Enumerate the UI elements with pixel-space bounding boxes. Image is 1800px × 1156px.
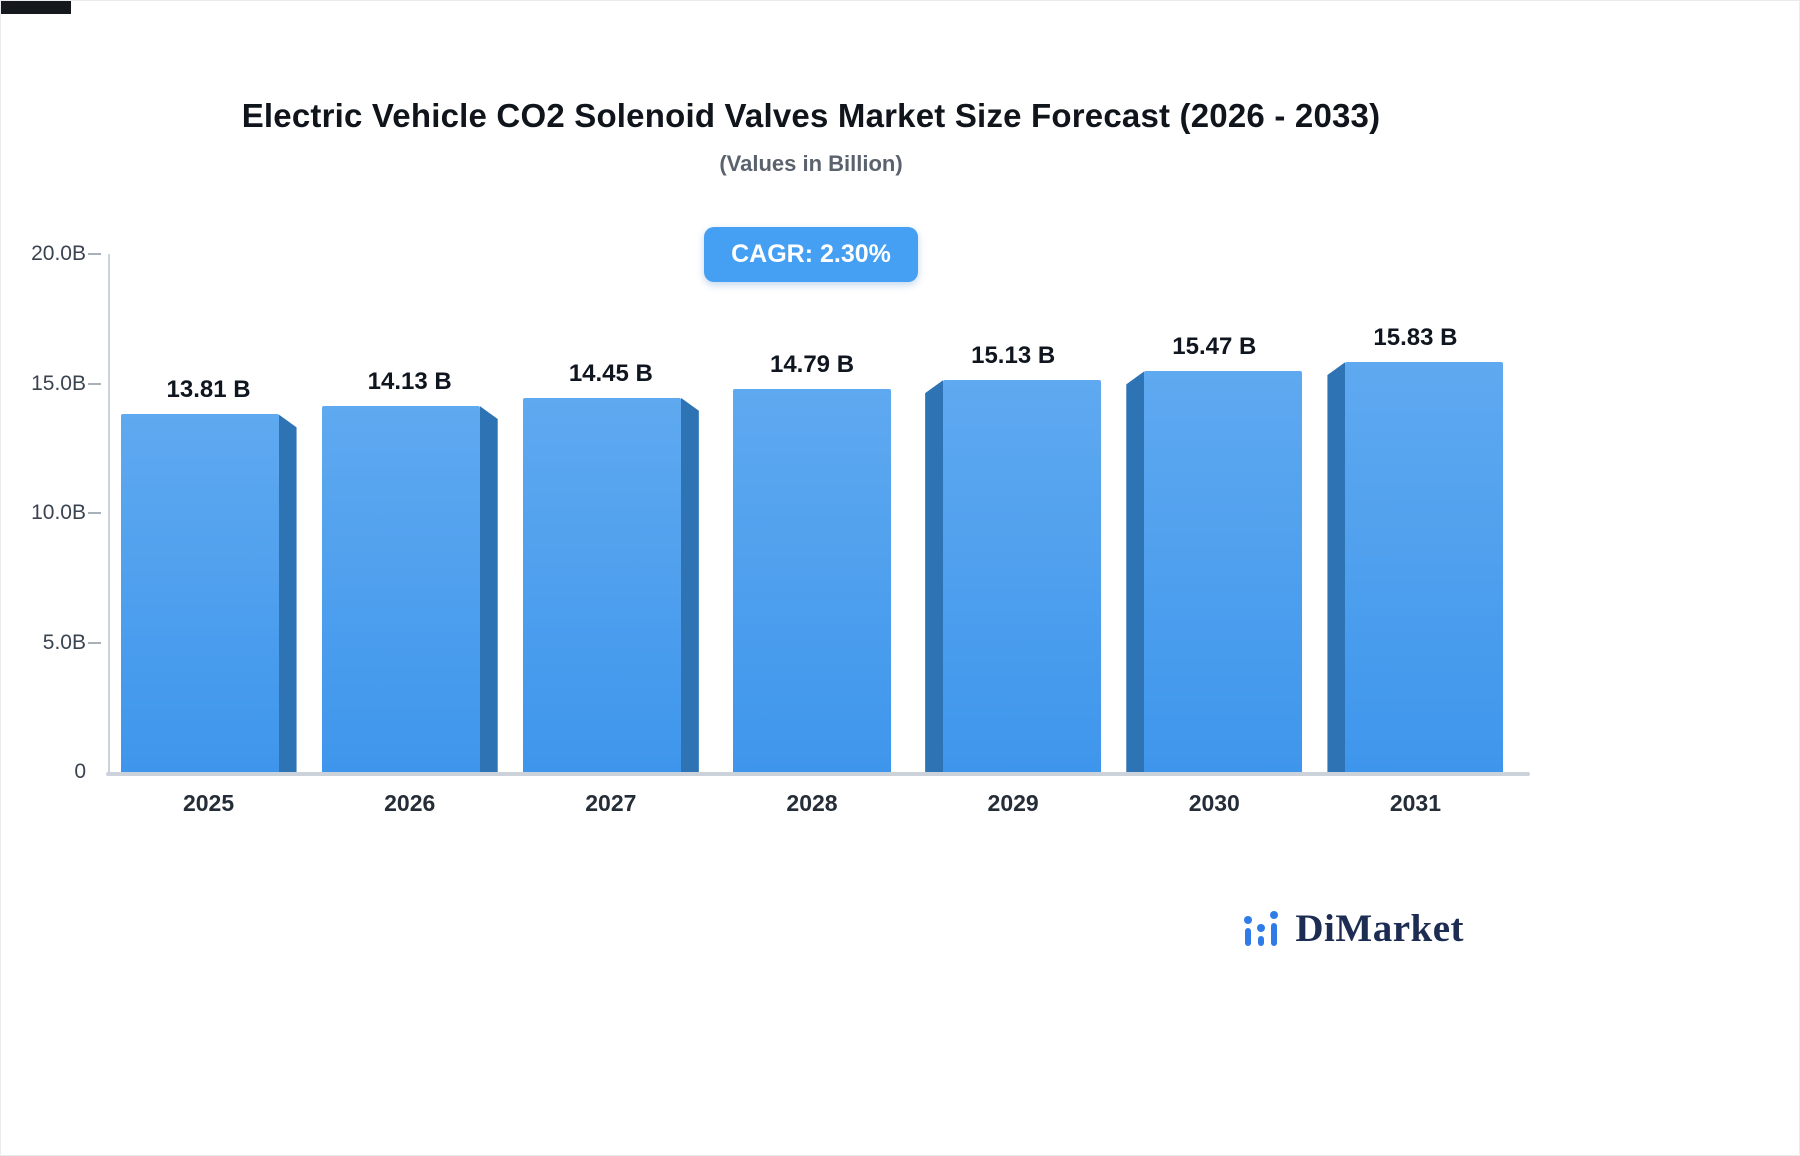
bar-2029: 15.13 B [925,342,1102,772]
x-axis-line [106,772,1530,776]
bar-face [1144,371,1303,772]
x-axis-label: 2029 [987,790,1039,816]
bar-value-label: 14.79 B [769,350,855,378]
corner-artifact [1,1,71,14]
bar-face [943,380,1102,772]
bar-value-label: 14.45 B [568,359,653,387]
bar-face [522,397,681,772]
y-tick-label: 10.0B [31,501,86,524]
bar-2030: 15.47 B [1126,333,1303,772]
bar-side-shadow [479,406,498,772]
x-axis-label: 2026 [384,790,436,816]
cagr-badge: CAGR: 2.30% [704,227,918,282]
bar-2028: 14.79 B [733,351,891,772]
bar-face [120,414,279,772]
bar-face [321,406,480,772]
brand-name: DiMarket [1295,907,1464,950]
y-tick-mark [88,512,101,514]
bar-face [733,388,891,772]
chart-subtitle: (Values in Billion) [719,151,903,176]
bar-2031: 15.83 B [1327,324,1504,772]
bar-side-shadow [278,414,297,772]
bar-side-shadow [925,380,944,772]
bar-face [1345,362,1504,772]
y-tick-mark [88,382,101,385]
bar-value-label: 15.47 B [1172,333,1257,361]
chart-title: Electric Vehicle CO2 Solenoid Valves Mar… [241,97,1381,134]
bar-side-shadow [1126,371,1145,772]
bar-value-label: 15.83 B [1373,324,1458,352]
bar-value-label: 13.81 B [166,376,251,404]
bar-2026: 14.13 B [321,368,498,772]
bar-side-shadow [1327,362,1346,772]
x-axis-label: 2030 [1188,790,1240,816]
y-tick-mark [88,641,101,644]
x-axis-label: 2027 [585,790,637,816]
y-axis-line [108,254,110,772]
x-axis-label: 2025 [182,790,235,816]
y-tick-label: 5.0B [42,630,86,654]
bar-side-shadow [680,397,699,772]
cagr-badge-row: CAGR: 2.30% [1,227,1621,282]
x-axis-label: 2031 [1389,790,1441,816]
mini-bar-chart-icon [1244,910,1279,946]
x-axis-label: 2028 [786,790,838,816]
y-tick-mark [88,253,101,255]
brand-logo: DiMarket [1240,906,1464,951]
plot-area: 2025 2026 2027 2028 2029 2030 2031 20.0B 15.0B 1… [31,242,1530,816]
x-axis-labels: 2025 2026 2027 2028 2029 2030 2031 [108,790,1516,830]
y-tick-label: 15.0B [31,371,86,395]
bar-value-label: 14.13 B [367,368,452,396]
bar-value-label: 15.13 B [971,342,1056,370]
y-tick-label: 20.0B [31,242,86,265]
y-tick-label: 0 [74,760,86,783]
bar-2025: 13.81 B [120,376,297,772]
bar-2027: 14.45 B [522,360,699,772]
